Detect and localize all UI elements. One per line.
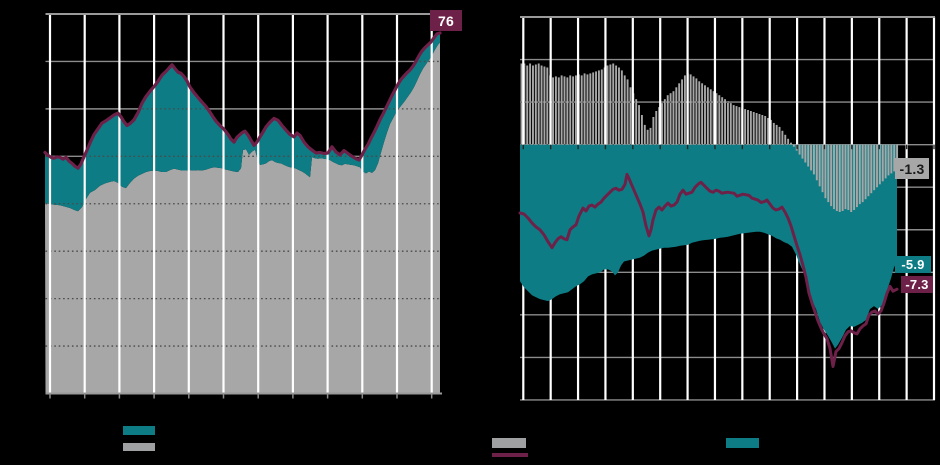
- left-legend-teal-swatch: [123, 426, 155, 435]
- right-legend-line-swatch: [492, 453, 528, 457]
- right-legend-gray-swatch: [492, 438, 526, 448]
- left-composite-line: [43, 31, 442, 170]
- right-legend-teal-swatch: [726, 438, 759, 448]
- right-teal-area: [520, 144, 897, 349]
- left-chart: [43, 13, 442, 399]
- right-chart-area-last-value-label: -5.9: [895, 256, 931, 273]
- left-gray-area: [45, 42, 440, 394]
- right-chart: [518, 16, 936, 401]
- right-real-line: [518, 172, 899, 368]
- left-chart-last-value-label: 76: [430, 10, 462, 31]
- right-bars-negative: [792, 144, 899, 212]
- right-chart-bars-last-value-label: -1.3: [895, 158, 929, 179]
- right-chart-line-last-value-label: -7.3: [901, 276, 933, 293]
- left-teal-band: [45, 33, 440, 212]
- left-legend-gray-swatch: [123, 443, 155, 451]
